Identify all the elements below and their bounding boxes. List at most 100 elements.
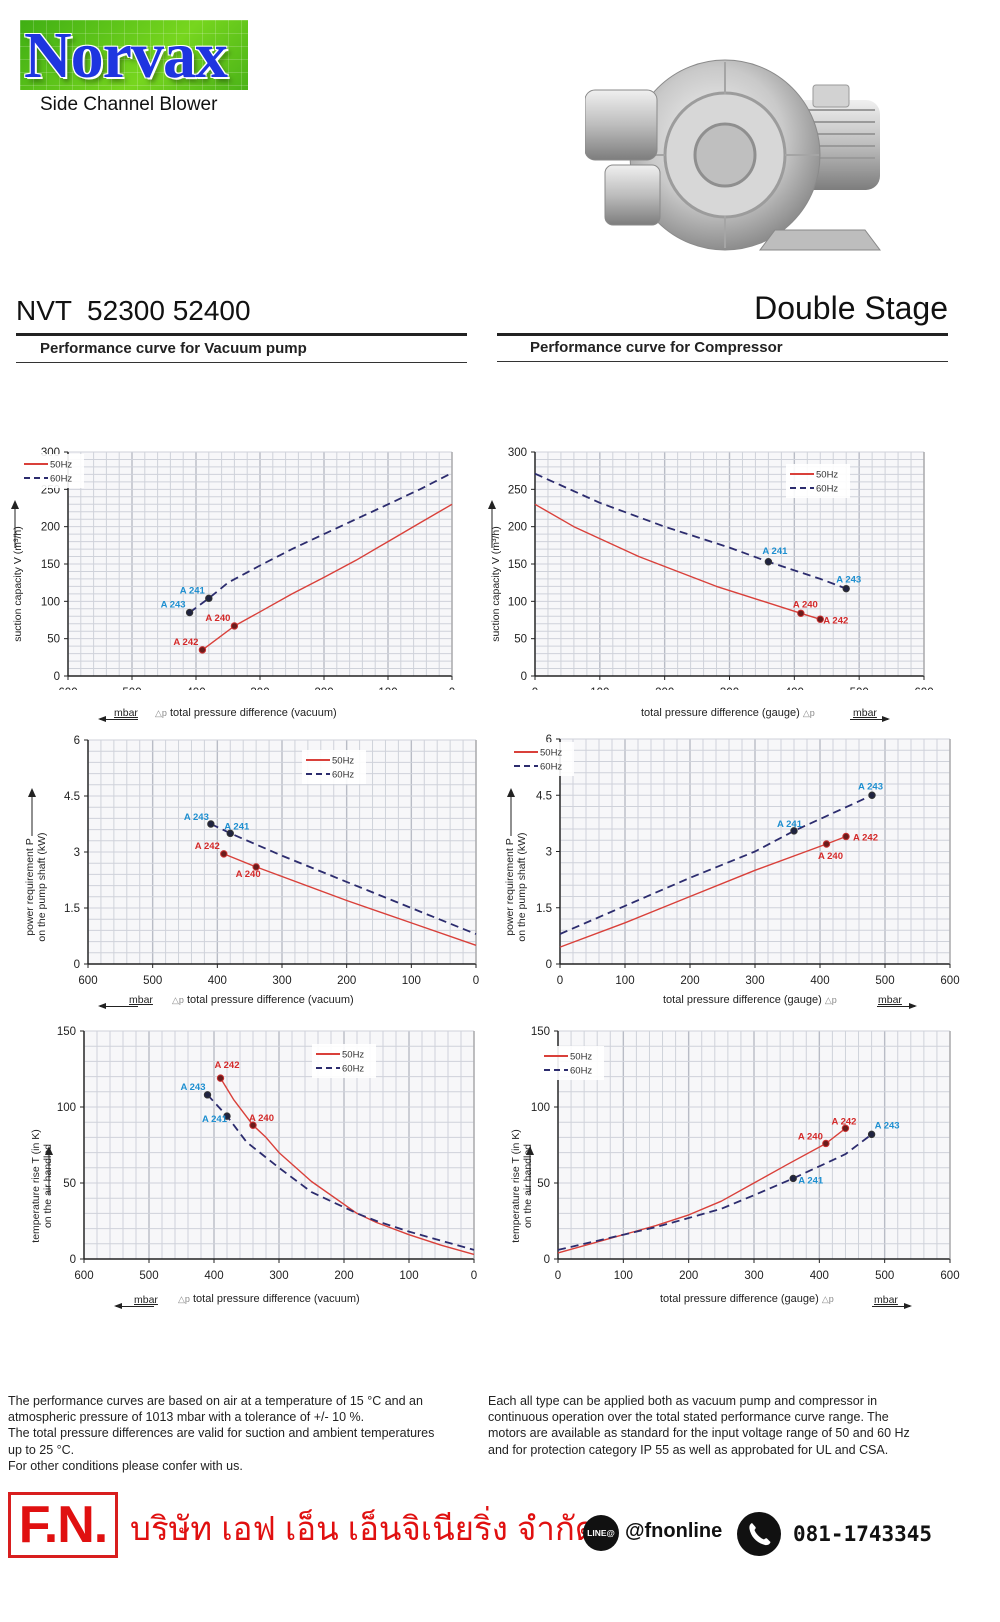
x-tick-label: 100 [590, 687, 609, 690]
temperature-y-axis-text: temperature rise T (in K) [30, 1129, 42, 1243]
unit-label: mbar [878, 994, 902, 1006]
point-label: A 243 [858, 781, 883, 792]
operating-point [868, 791, 876, 799]
y-tick-label: 100 [531, 1102, 550, 1114]
note-line: up to 25 °C. [8, 1442, 75, 1457]
x-tick-label: 0 [449, 687, 455, 690]
y-tick-label: 50 [63, 1178, 76, 1190]
right-arrow-icon [850, 716, 890, 722]
legend-label: 50Hz [540, 748, 562, 759]
unit-label: mbar [134, 1294, 158, 1306]
operating-point [790, 827, 798, 835]
y-axis-arrow-icon [488, 500, 496, 548]
y-tick-label: 200 [41, 522, 60, 534]
point-label: A 243 [161, 600, 186, 611]
legend-label: 60Hz [570, 1066, 592, 1077]
x-tick-label: 200 [337, 975, 356, 987]
power-y-axis-text: power requirement P [504, 838, 516, 936]
x-tick-label: 0 [473, 975, 479, 987]
y-axis-arrow-icon [11, 500, 19, 548]
x-tick-label: 200 [655, 687, 674, 690]
y-tick-label: 0 [70, 1254, 76, 1266]
phone-number-link[interactable]: 081-1743345 [793, 1522, 933, 1546]
left-arrow-icon [98, 716, 138, 722]
operating-point [867, 1130, 876, 1139]
compressor-temperature-chart: 0 50 100 150 0 100 200 300 400 500 600 A 240 A 242 A … [531, 1026, 960, 1282]
x-tick-label: 500 [875, 975, 894, 987]
model-title: NVT 52300 52400 [16, 295, 251, 326]
x-tick-label: 500 [143, 975, 162, 987]
x-tick-label: 0 [471, 1270, 477, 1282]
gauge-x-axis-text: total pressure difference (gauge) [660, 1293, 819, 1305]
x-tick-label: 300 [745, 975, 764, 987]
note-line: atmospheric pressure of 1013 mbar with a… [8, 1410, 365, 1425]
x-tick-label: 600 [914, 687, 933, 690]
point-label: A 240 [205, 613, 230, 624]
unit-label: mbar [114, 707, 138, 719]
point-label: A 240 [793, 599, 818, 610]
operating-point [185, 608, 194, 617]
delta-p-symbol: △p [802, 708, 815, 718]
legend-box [302, 750, 366, 784]
compressor-section-label: Performance curve for Compressor [530, 339, 783, 356]
y-tick-label: 100 [57, 1102, 76, 1114]
y-tick-label: 3 [546, 847, 552, 859]
point-label: A 243 [836, 575, 861, 586]
temperature-y-axis-text: temperature rise T (in K) [510, 1129, 522, 1243]
operating-point [203, 1091, 212, 1099]
x-tick-label: 500 [875, 1270, 894, 1282]
point-label: A 241 [224, 821, 250, 832]
vacuum-x-axis-text: total pressure difference (vacuum) [193, 1293, 360, 1305]
operating-point [841, 1124, 850, 1132]
series-line-60hz [206, 1094, 475, 1251]
note-line: The total pressure differences are valid… [8, 1426, 435, 1441]
legend-box [20, 454, 84, 488]
vacuum-x-axis-text: total pressure difference (vacuum) [187, 994, 354, 1006]
point-label: A 241 [180, 585, 206, 596]
legend-label: 60Hz [816, 484, 838, 495]
operating-point [842, 832, 850, 841]
y-tick-label: 6 [74, 735, 80, 747]
legend-box [510, 742, 574, 776]
x-tick-label: 600 [74, 1270, 93, 1282]
operating-point [842, 584, 850, 593]
legend-label: 50Hz [50, 460, 72, 471]
left-arrow-icon [114, 1303, 154, 1309]
vacuum-x-axis-text: total pressure difference (vacuum) [170, 707, 337, 719]
y-tick-label: 0 [546, 959, 552, 971]
x-tick-label: 300 [720, 687, 739, 690]
y-tick-label: 0 [74, 959, 80, 971]
x-tick-label: 100 [378, 687, 397, 690]
y-tick-label: 3 [74, 847, 80, 859]
x-tick-label: 600 [78, 975, 97, 987]
y-tick-label: 150 [508, 559, 527, 571]
delta-p-symbol: △p [155, 708, 167, 718]
point-label: A 242 [215, 1060, 240, 1071]
point-label: A 242 [195, 841, 220, 852]
point-label: A 242 [173, 637, 198, 648]
left-arrow-icon [98, 1003, 138, 1009]
gauge-x-axis-text: total pressure difference (gauge) [663, 994, 822, 1006]
line-icon[interactable]: LINE@ [583, 1515, 619, 1551]
y-axis-arrow-icon [526, 1146, 534, 1194]
gauge-x-axis-text: total pressure difference (gauge) [641, 707, 800, 719]
vacuum-power-chart: 0 1.5 3 4.5 6 600 500 400 300 200 100 0 A 242 A 240 A … [64, 735, 479, 987]
phone-icon[interactable] [737, 1512, 781, 1556]
product-subtitle: Side Channel Blower [40, 94, 218, 115]
x-tick-label: 400 [785, 687, 804, 690]
power-y-axis-text: on the pump shaft (kW) [36, 832, 48, 942]
x-tick-label: 200 [679, 1270, 698, 1282]
notes-left: The performance curves are based on air … [8, 1393, 478, 1474]
point-label: A 243 [184, 812, 209, 823]
y-tick-label: 1.5 [64, 903, 80, 915]
x-tick-label: 300 [272, 975, 291, 987]
point-label: A 241 [777, 819, 803, 830]
y-tick-label: 150 [41, 559, 60, 571]
series-line-50hz [223, 853, 477, 946]
point-label: A 240 [249, 1113, 274, 1124]
vacuum-x-axis-label: △p total pressure difference (vacuum) [155, 707, 337, 719]
line-id-link[interactable]: @fnonline [625, 1520, 723, 1542]
point-label: A 241 [762, 546, 788, 557]
point-label: A 242 [853, 833, 878, 844]
operating-point [822, 1139, 830, 1148]
